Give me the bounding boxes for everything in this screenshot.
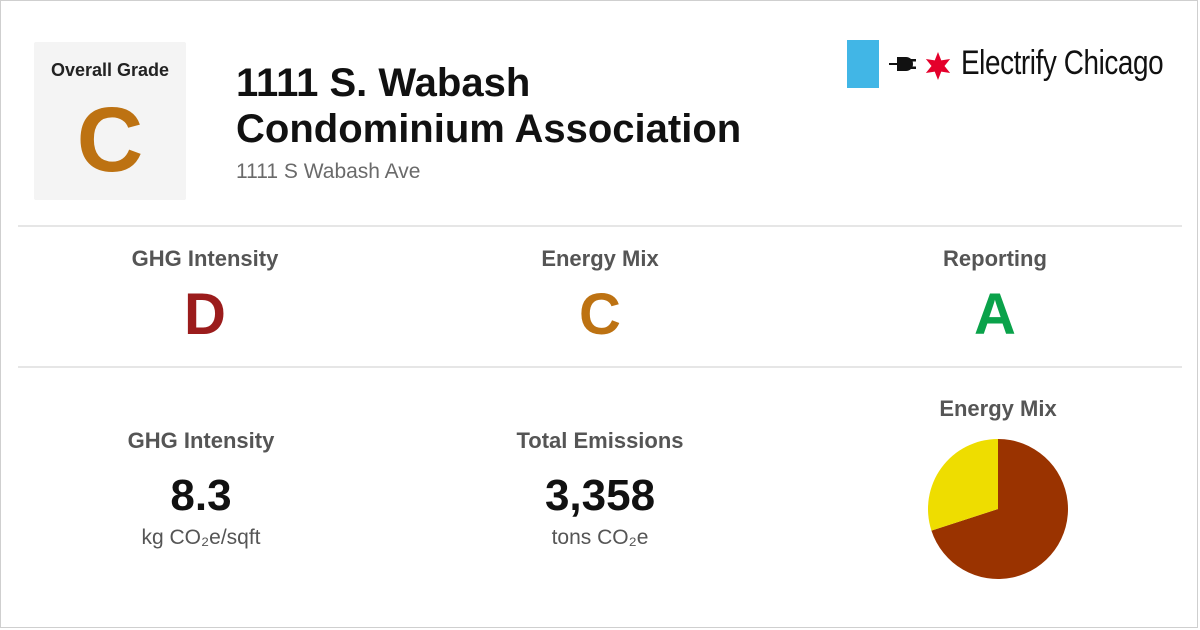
plug-icon bbox=[889, 57, 916, 71]
overall-grade-box: Overall Grade C bbox=[34, 42, 186, 200]
total-emissions-stat-label: Total Emissions bbox=[516, 428, 684, 453]
total-emissions-stat-unit: tons CO₂e bbox=[551, 526, 649, 549]
star-icon bbox=[925, 52, 951, 80]
energy-mix-chart-label: Energy Mix bbox=[939, 396, 1057, 421]
building-name: 1111 S. Wabash Condominium Association bbox=[236, 61, 742, 151]
divider-middle bbox=[18, 366, 1182, 368]
total-emissions-stat: Total Emissions 3,358 tons CO₂e bbox=[450, 428, 750, 550]
overall-grade-value: C bbox=[76, 89, 144, 191]
ghg-intensity-stat-label: GHG Intensity bbox=[127, 428, 275, 453]
energy-mix-pie bbox=[928, 439, 1068, 579]
building-address: 1111 S Wabash Ave bbox=[236, 160, 421, 183]
ghg-intensity-stat: GHG Intensity 8.3 kg CO₂e/sqft bbox=[51, 428, 351, 550]
overall-grade-label: Overall Grade bbox=[50, 60, 170, 80]
brand-name: Electrify Chicago bbox=[961, 44, 1164, 82]
pie-slice-0 bbox=[931, 439, 1068, 579]
flag-stripe-icon bbox=[847, 40, 879, 88]
ghg-intensity-grade: GHG Intensity D bbox=[55, 246, 355, 344]
electrify-chicago-logo[interactable]: Electrify Chicago bbox=[847, 40, 1177, 90]
energy-mix-grade-value: C bbox=[579, 282, 621, 347]
energy-mix-chart: Energy Mix bbox=[848, 396, 1148, 589]
ghg-intensity-stat-value: 8.3 bbox=[170, 471, 232, 520]
reporting-grade-value: A bbox=[974, 282, 1016, 347]
energy-mix-grade-label: Energy Mix bbox=[541, 246, 659, 271]
energy-mix-grade: Energy Mix C bbox=[450, 246, 750, 344]
ghg-intensity-grade-label: GHG Intensity bbox=[131, 246, 279, 271]
total-emissions-stat-value: 3,358 bbox=[544, 471, 656, 520]
ghg-intensity-stat-unit: kg CO₂e/sqft bbox=[141, 526, 261, 549]
reporting-grade: Reporting A bbox=[845, 246, 1145, 344]
reporting-grade-label: Reporting bbox=[943, 246, 1047, 271]
divider-top bbox=[18, 225, 1182, 227]
ghg-intensity-grade-value: D bbox=[184, 282, 226, 347]
pie-slice-1 bbox=[928, 439, 998, 531]
